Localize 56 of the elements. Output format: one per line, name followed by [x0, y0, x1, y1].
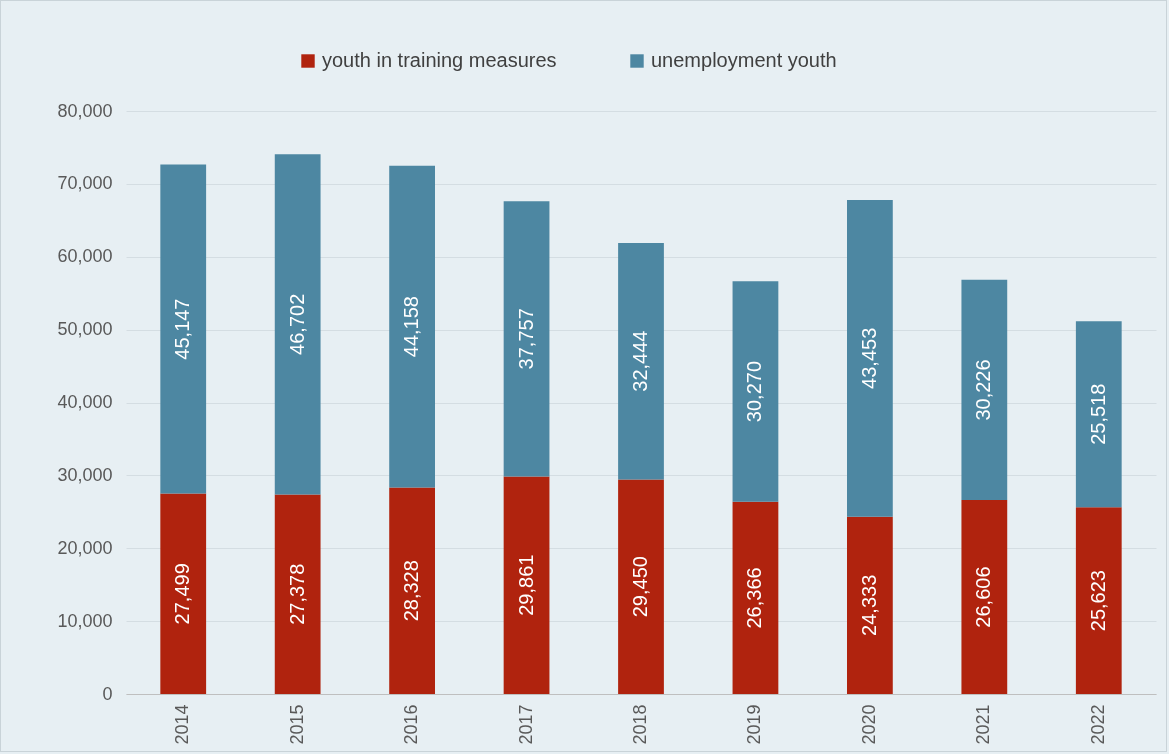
y-tick-label: 40,000	[57, 392, 113, 412]
data-label: 43,453	[857, 327, 880, 389]
x-tick-label: 2016	[401, 704, 422, 745]
bar	[274, 154, 321, 495]
x-tick-label: 2014	[172, 704, 193, 745]
y-tick-label: 60,000	[57, 246, 113, 267]
bar	[847, 200, 893, 517]
y-tick-label: 20,000	[57, 537, 113, 558]
data-label: 29,450	[629, 556, 651, 618]
y-tick-label: 80,000	[57, 100, 113, 121]
x-tick-label: 2015	[286, 704, 307, 745]
y-tick-label: 70,000	[57, 173, 113, 194]
x-tick-label: 2022	[1087, 704, 1108, 745]
bar	[389, 165, 435, 488]
bar	[160, 164, 207, 494]
data-label: 26,606	[972, 566, 995, 628]
x-tick-label: 2020	[858, 704, 879, 745]
data-label: 26,366	[743, 567, 766, 629]
bar	[274, 494, 321, 694]
data-label: 24,333	[857, 574, 880, 636]
data-label: 30,226	[972, 359, 995, 421]
data-label: 32,444	[629, 330, 651, 392]
y-tick-label: 0	[102, 683, 113, 704]
data-label: 37,757	[514, 308, 537, 370]
x-tick-label: 2019	[744, 704, 765, 745]
data-label: 28,328	[400, 560, 423, 622]
bar	[618, 242, 664, 480]
y-tick-label: 10,000	[57, 610, 113, 631]
bar	[961, 500, 1008, 694]
data-label: 27,378	[285, 563, 308, 625]
x-tick-label: 2018	[630, 704, 650, 745]
data-label: 29,861	[514, 554, 537, 616]
bar	[961, 279, 1008, 501]
data-label: 45,147	[171, 298, 194, 360]
bar	[618, 479, 664, 694]
bar	[389, 487, 435, 694]
bar	[160, 493, 207, 694]
data-label: 25,518	[1086, 383, 1109, 445]
data-label: 30,270	[743, 360, 766, 423]
bar	[732, 281, 779, 502]
data-label: 25,623	[1086, 570, 1109, 632]
bar	[847, 516, 893, 694]
legend-label: unemployment youth	[651, 49, 837, 71]
x-tick-label: 2017	[515, 704, 536, 745]
bar	[503, 476, 550, 694]
bar	[1075, 321, 1122, 508]
data-label: 46,702	[285, 293, 308, 355]
bar	[503, 201, 550, 477]
data-label: 27,499	[171, 563, 194, 625]
data-label: 44,158	[400, 296, 423, 358]
y-tick-label: 30,000	[57, 464, 113, 485]
legend-label: youth in training measures	[322, 49, 557, 71]
bar	[732, 501, 779, 694]
y-tick-label: 50,000	[57, 319, 113, 340]
x-tick-label: 2021	[973, 704, 994, 745]
bar	[1075, 507, 1122, 694]
